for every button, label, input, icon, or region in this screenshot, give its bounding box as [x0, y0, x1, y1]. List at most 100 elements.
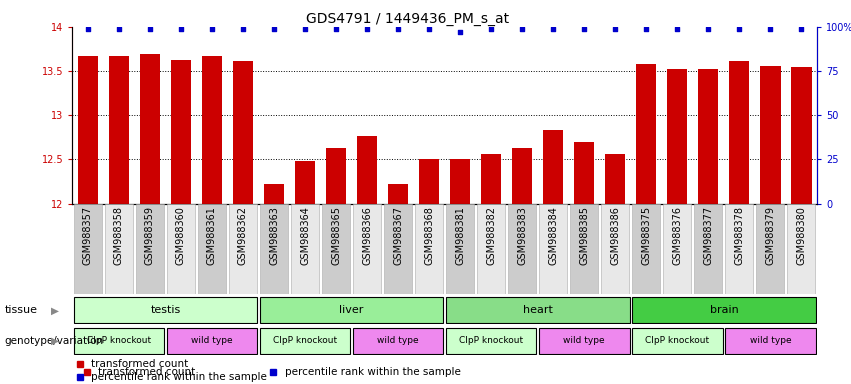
Text: GSM988363: GSM988363: [269, 206, 279, 265]
Text: tissue: tissue: [4, 305, 37, 315]
Bar: [574, 142, 594, 204]
Point: [454, 29, 467, 35]
Text: GSM988362: GSM988362: [238, 206, 248, 265]
Text: GSM988376: GSM988376: [672, 206, 683, 265]
Bar: [512, 148, 532, 204]
Text: GSM988357: GSM988357: [83, 206, 93, 265]
Bar: [140, 54, 160, 204]
FancyBboxPatch shape: [260, 204, 288, 294]
Text: GSM988383: GSM988383: [517, 206, 528, 265]
Text: GSM988378: GSM988378: [734, 206, 745, 265]
Bar: [605, 154, 625, 204]
FancyBboxPatch shape: [73, 328, 164, 354]
Text: GSM988367: GSM988367: [393, 206, 403, 265]
Bar: [419, 159, 439, 204]
FancyBboxPatch shape: [632, 297, 816, 323]
Text: wild type: wild type: [750, 336, 791, 345]
Text: GSM988359: GSM988359: [145, 206, 155, 265]
Text: transformed count: transformed count: [91, 359, 188, 369]
Bar: [388, 184, 408, 204]
Text: liver: liver: [340, 305, 363, 314]
FancyBboxPatch shape: [322, 204, 350, 294]
FancyBboxPatch shape: [508, 204, 536, 294]
Text: genotype/variation: genotype/variation: [4, 336, 103, 346]
Point: [360, 26, 374, 32]
Bar: [481, 154, 501, 204]
Text: GSM988381: GSM988381: [455, 206, 465, 265]
Point: [546, 26, 560, 32]
FancyBboxPatch shape: [260, 297, 443, 323]
FancyBboxPatch shape: [167, 328, 257, 354]
Text: heart: heart: [523, 305, 552, 314]
Point: [112, 26, 126, 32]
Point: [298, 26, 311, 32]
FancyBboxPatch shape: [198, 204, 226, 294]
Text: GSM988365: GSM988365: [331, 206, 341, 265]
Text: testis: testis: [151, 305, 180, 314]
Text: GSM988368: GSM988368: [424, 206, 434, 265]
Point: [81, 26, 94, 32]
Point: [329, 26, 343, 32]
Bar: [791, 66, 812, 204]
FancyBboxPatch shape: [353, 204, 381, 294]
FancyBboxPatch shape: [446, 328, 536, 354]
FancyBboxPatch shape: [229, 204, 257, 294]
Bar: [202, 56, 222, 204]
Bar: [171, 60, 191, 204]
Text: GSM988384: GSM988384: [548, 206, 558, 265]
Text: percentile rank within the sample: percentile rank within the sample: [284, 367, 460, 377]
Bar: [637, 64, 656, 204]
Point: [267, 26, 281, 32]
Text: percentile rank within the sample: percentile rank within the sample: [91, 372, 267, 382]
Point: [174, 26, 188, 32]
FancyBboxPatch shape: [570, 204, 598, 294]
Text: wild type: wild type: [563, 336, 605, 345]
FancyBboxPatch shape: [291, 204, 319, 294]
Title: GDS4791 / 1449436_PM_s_at: GDS4791 / 1449436_PM_s_at: [306, 12, 509, 26]
FancyBboxPatch shape: [353, 328, 443, 354]
Bar: [233, 61, 253, 204]
FancyBboxPatch shape: [477, 204, 505, 294]
Text: GSM988377: GSM988377: [704, 206, 713, 265]
Text: GSM988358: GSM988358: [114, 206, 124, 265]
FancyBboxPatch shape: [74, 204, 102, 294]
Point: [795, 26, 808, 32]
Bar: [357, 136, 377, 204]
Bar: [760, 66, 780, 204]
Point: [205, 26, 219, 32]
Text: transformed count: transformed count: [99, 367, 196, 377]
FancyBboxPatch shape: [446, 204, 474, 294]
Text: ▶: ▶: [51, 305, 59, 315]
Point: [701, 26, 715, 32]
FancyBboxPatch shape: [602, 204, 629, 294]
Point: [237, 26, 250, 32]
Point: [484, 26, 498, 32]
FancyBboxPatch shape: [446, 297, 630, 323]
FancyBboxPatch shape: [73, 297, 257, 323]
Text: GSM988379: GSM988379: [765, 206, 775, 265]
FancyBboxPatch shape: [105, 204, 133, 294]
Point: [422, 26, 436, 32]
Bar: [264, 184, 284, 204]
Bar: [295, 161, 315, 204]
FancyBboxPatch shape: [167, 204, 195, 294]
Bar: [543, 130, 563, 204]
Point: [143, 26, 157, 32]
Point: [671, 26, 684, 32]
Text: GSM988386: GSM988386: [610, 206, 620, 265]
Point: [639, 26, 653, 32]
Text: GSM988364: GSM988364: [300, 206, 310, 265]
Point: [578, 26, 591, 32]
Text: GSM988361: GSM988361: [207, 206, 217, 265]
FancyBboxPatch shape: [632, 204, 660, 294]
Text: GSM988360: GSM988360: [176, 206, 186, 265]
Bar: [729, 61, 750, 204]
FancyBboxPatch shape: [725, 328, 816, 354]
FancyBboxPatch shape: [540, 204, 568, 294]
Text: brain: brain: [710, 305, 739, 314]
FancyBboxPatch shape: [632, 328, 722, 354]
FancyBboxPatch shape: [260, 328, 351, 354]
Point: [516, 26, 529, 32]
FancyBboxPatch shape: [136, 204, 164, 294]
Point: [391, 26, 405, 32]
